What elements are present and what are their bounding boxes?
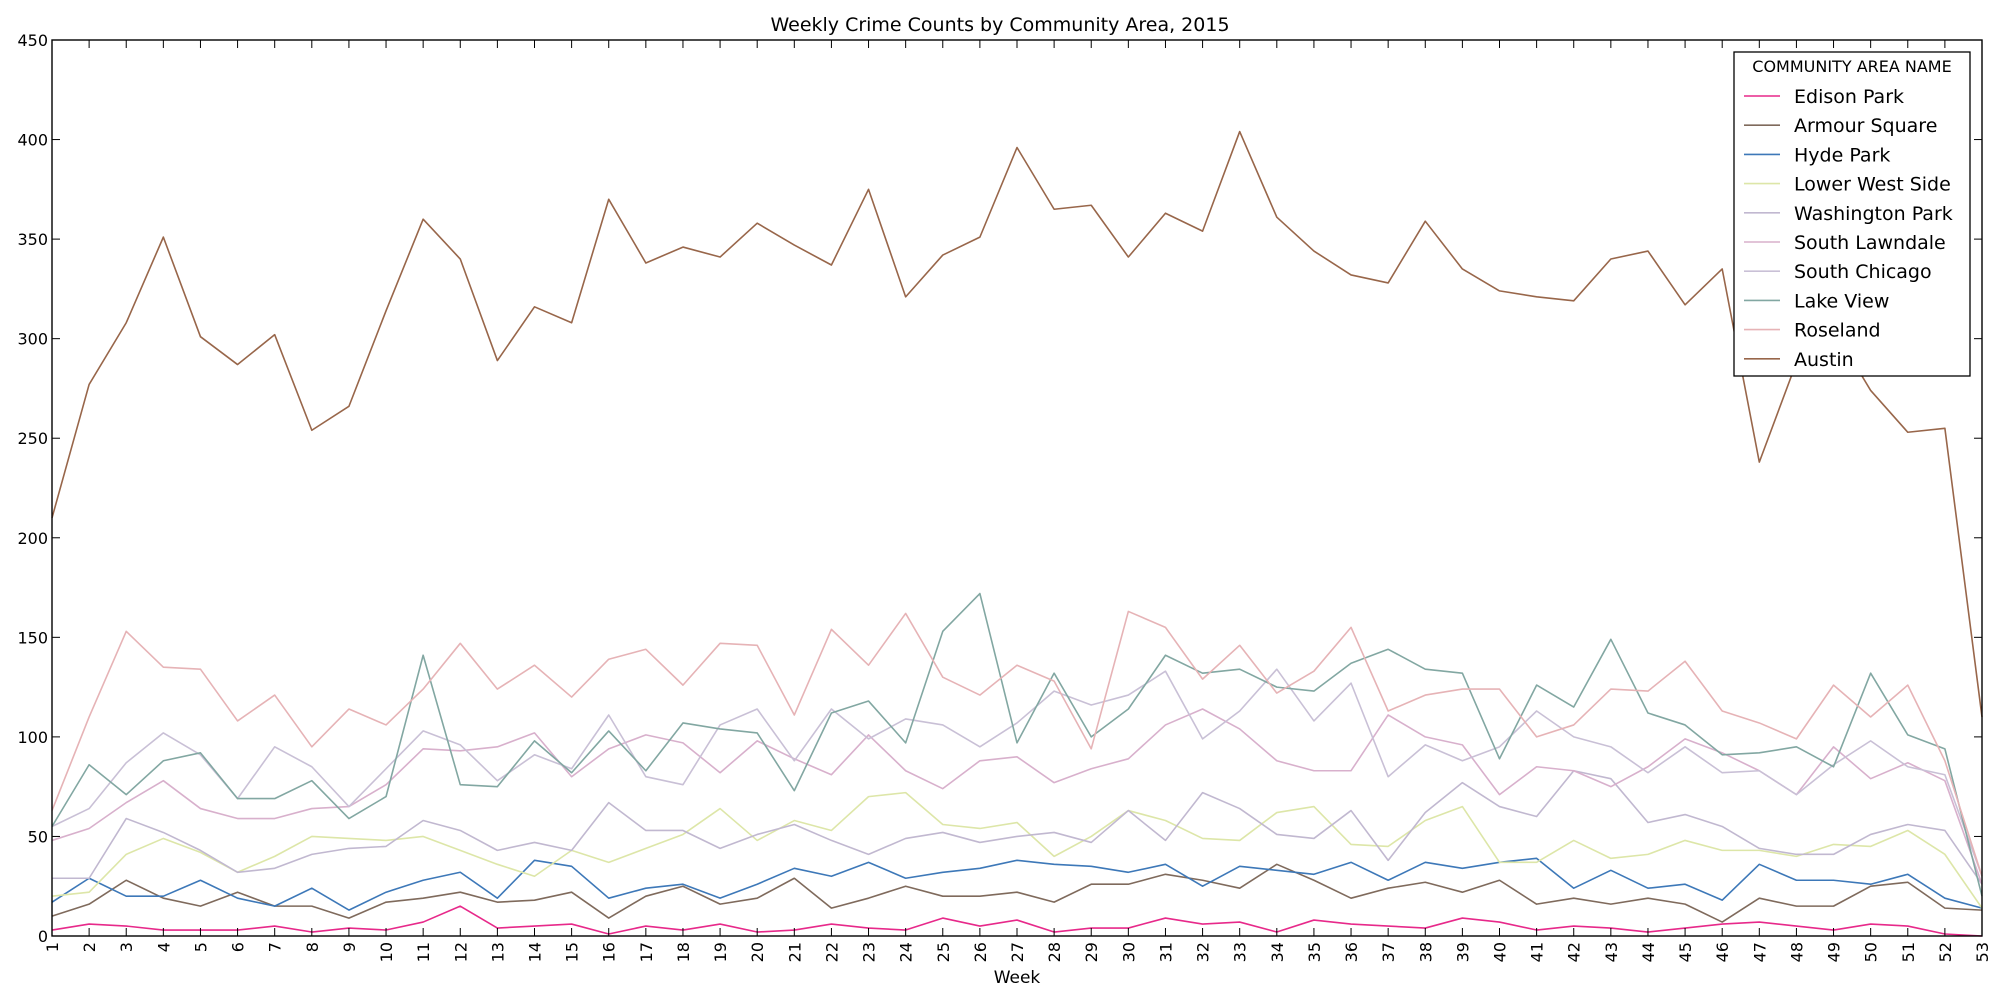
x-tick-label: 8 <box>303 942 322 952</box>
y-tick-label: 200 <box>17 529 48 548</box>
chart-title: Weekly Crime Counts by Community Area, 2… <box>770 14 1229 36</box>
legend-label: Lake View <box>1794 290 1889 312</box>
x-tick-label: 2 <box>80 942 99 952</box>
y-tick-label: 100 <box>17 728 48 747</box>
legend-box <box>1733 51 1971 377</box>
x-tick-label: 41 <box>1528 942 1547 962</box>
x-tick-label: 34 <box>1268 942 1287 962</box>
x-tick-label: 3 <box>117 942 136 952</box>
x-tick-label: 16 <box>600 942 619 962</box>
y-axis: 0 50 100 150 200 250 300 350 400 450 <box>17 31 1982 946</box>
series-line <box>51 857 1983 911</box>
legend-label: Austin <box>1794 349 1854 371</box>
legend-label: South Chicago <box>1794 261 1932 283</box>
x-tick-label: 51 <box>1899 942 1918 962</box>
legend: COMMUNITY AREA NAME Edison Park Armour Sq… <box>1733 51 1971 377</box>
x-tick-label: 42 <box>1565 942 1584 962</box>
x-tick-label: 1 <box>43 942 62 952</box>
x-tick-label: 40 <box>1491 942 1510 962</box>
x-tick-label: 22 <box>822 942 841 962</box>
x-tick-label: 14 <box>526 942 545 962</box>
y-tick-label: 300 <box>17 330 48 349</box>
legend-label: Edison Park <box>1794 86 1904 108</box>
legend-label: Washington Park <box>1794 203 1953 225</box>
legend-items: Edison Park Armour Square Hyde Park Lower W… <box>1744 86 1953 371</box>
x-tick-label: 18 <box>674 942 693 962</box>
series-group <box>51 130 1983 937</box>
x-tick-label: 46 <box>1713 942 1732 962</box>
x-tick-label: 19 <box>711 942 730 962</box>
x-tick-label: 25 <box>934 942 953 962</box>
series-line <box>51 863 1983 923</box>
x-tick-label: 39 <box>1453 942 1472 962</box>
legend-label: Roseland <box>1794 320 1881 342</box>
x-tick-label: 44 <box>1639 942 1658 962</box>
y-tick-label: 50 <box>28 827 48 846</box>
x-tick-label: 47 <box>1750 942 1769 962</box>
series-line <box>51 610 1983 877</box>
x-tick-label: 24 <box>897 942 916 962</box>
legend-title: COMMUNITY AREA NAME <box>1752 57 1951 76</box>
series-line <box>51 668 1983 877</box>
y-tick-label: 400 <box>17 131 48 150</box>
y-tick-label: 0 <box>38 927 48 946</box>
x-axis: 1 2 3 4 5 6 7 8 9 10 11 12 13 14 15 16 17 18 19 20 21 22 23 24 2… <box>43 40 1992 962</box>
x-tick-label: 20 <box>748 942 767 962</box>
legend-label: Hyde Park <box>1794 144 1890 166</box>
x-tick-label: 45 <box>1676 942 1695 962</box>
x-tick-label: 52 <box>1936 942 1955 962</box>
x-tick-label: 33 <box>1231 942 1250 962</box>
legend-label: Lower West Side <box>1794 174 1951 196</box>
series-line <box>51 791 1983 909</box>
series-line <box>51 592 1983 897</box>
x-tick-label: 15 <box>563 942 582 962</box>
x-tick-label: 50 <box>1862 942 1881 962</box>
x-tick-label: 43 <box>1602 942 1621 962</box>
x-tick-label: 35 <box>1305 942 1324 962</box>
x-tick-label: 49 <box>1825 942 1844 962</box>
x-tick-label: 38 <box>1416 942 1435 962</box>
x-tick-label: 32 <box>1194 942 1213 962</box>
y-tick-label: 450 <box>17 31 48 50</box>
x-tick-label: 10 <box>377 942 396 962</box>
x-tick-label: 31 <box>1156 942 1175 962</box>
x-tick-label: 36 <box>1342 942 1361 962</box>
x-tick-label: 5 <box>191 942 210 952</box>
x-tick-label: 7 <box>266 942 285 952</box>
y-tick-label: 350 <box>17 230 48 249</box>
series-line <box>51 130 1983 718</box>
legend-label: Armour Square <box>1794 115 1937 137</box>
x-tick-label: 23 <box>860 942 879 962</box>
x-tick-label: 4 <box>154 942 173 952</box>
x-tick-label: 13 <box>488 942 507 962</box>
series-line <box>51 708 1983 885</box>
x-tick-label: 11 <box>414 942 433 962</box>
x-tick-label: 17 <box>637 942 656 962</box>
x-tick-label: 28 <box>1045 942 1064 962</box>
series-line <box>51 905 1983 937</box>
x-tick-label: 29 <box>1082 942 1101 962</box>
series-line <box>52 769 1983 885</box>
legend-label: South Lawndale <box>1794 232 1946 254</box>
x-tick-label: 21 <box>785 942 804 962</box>
x-axis-label: Week <box>994 968 1041 988</box>
x-tick-label: 37 <box>1379 942 1398 962</box>
y-tick-label: 150 <box>17 628 48 647</box>
x-tick-label: 9 <box>340 942 359 952</box>
x-tick-label: 6 <box>229 942 248 952</box>
y-tick-label: 250 <box>17 429 48 448</box>
x-tick-label: 48 <box>1787 942 1806 962</box>
x-tick-label: 27 <box>1008 942 1027 962</box>
x-tick-label: 26 <box>971 942 990 962</box>
x-tick-label: 53 <box>1973 942 1992 962</box>
x-tick-label: 12 <box>451 942 470 962</box>
x-tick-label: 30 <box>1119 942 1138 962</box>
